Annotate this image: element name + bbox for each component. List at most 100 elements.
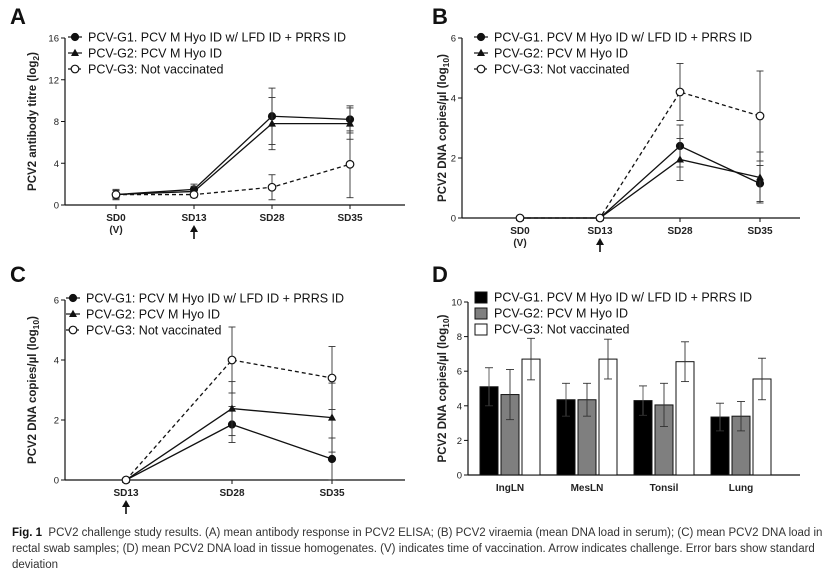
legend-label-A-2: PCV-G2: PCV M Hyo ID: [88, 47, 222, 61]
x-tick-label-C: SD13: [113, 488, 138, 499]
x-tick-label-B: SD35: [747, 226, 772, 237]
y-tick-label-A: 8: [54, 117, 59, 128]
y-tick-label-C: 6: [54, 296, 59, 307]
data-point-C-1: [327, 454, 337, 464]
data-point-C-3: [121, 475, 131, 485]
data-point-B-3: [755, 111, 765, 121]
data-point-B-3: [515, 213, 525, 223]
legend-label-B-3: PCV-G3: Not vaccinated: [494, 63, 630, 77]
x-tick-sublabel-B: (V): [513, 238, 526, 249]
x-tick-label-A: SD28: [259, 213, 284, 224]
data-point-C-2: [228, 404, 236, 412]
series-line-B-1: [520, 145, 761, 219]
legend-label-A-3: PCV-G3: Not vaccinated: [88, 63, 224, 77]
x-tick-label-A: SD0: [106, 213, 126, 224]
legend-label-C-2: PCV-G2: PCV M Hyo ID: [86, 308, 220, 322]
data-point-A-3: [189, 190, 199, 199]
series-line-C-3: [125, 359, 333, 481]
y-axis-label-C: PCV2 DNA copies/µl (log10): [27, 316, 41, 464]
data-point-B-2: [756, 173, 764, 181]
legend-marker-A-2: [71, 48, 79, 56]
data-point-B-2: [676, 155, 684, 163]
legend-swatch-D-2: [474, 307, 488, 320]
data-point-A-2: [346, 119, 354, 127]
series-line-C-2: [125, 407, 333, 481]
caption-text: PCV2 challenge study results. (A) mean a…: [12, 527, 823, 571]
legend-label-D-2: PCV-G2: PCV M Hyo ID: [494, 307, 628, 321]
x-tick-label-A: SD35: [337, 213, 362, 224]
legend-marker-C-1: [68, 293, 78, 303]
y-axis-label-D: PCV2 DNA copies/µl (log10): [437, 314, 451, 462]
figure-caption: Fig. 1 PCV2 challenge study results. (A)…: [12, 525, 827, 573]
y-tick-label-B: 4: [451, 94, 456, 105]
y-tick-label-B: 2: [451, 154, 456, 165]
y-tick-label-D: 10: [451, 298, 462, 309]
y-tick-label-A: 0: [54, 201, 59, 212]
series-line-C-1: [125, 423, 333, 481]
data-point-A-3: [267, 182, 277, 192]
y-axis-label-A: PCV2 antibody titre (log2): [27, 52, 41, 191]
data-point-C-3: [227, 355, 237, 365]
legend-label-D-3: PCV-G3: Not vaccinated: [494, 323, 630, 337]
data-point-B-3: [675, 87, 685, 97]
legend-swatch-D-1: [474, 291, 488, 304]
x-tick-label-D: IngLN: [496, 483, 524, 494]
panel-letter-D: D: [432, 262, 448, 287]
legend-label-A-1: PCV-G1. PCV M Hyo ID w/ LFD ID + PRRS ID: [88, 31, 346, 45]
legend-label-C-3: PCV-G3: Not vaccinated: [86, 324, 222, 338]
y-tick-label-C: 4: [54, 356, 59, 367]
legend-marker-B-2: [477, 48, 485, 56]
series-line-A-3: [116, 163, 351, 196]
y-tick-label-A: 16: [48, 34, 59, 45]
y-tick-label-A: 4: [54, 159, 59, 170]
x-tick-label-C: SD35: [319, 488, 344, 499]
legend-marker-A-1: [70, 32, 80, 42]
x-tick-label-A: SD13: [181, 213, 206, 224]
data-point-A-3: [345, 159, 355, 169]
data-point-A-3: [111, 190, 121, 199]
series-line-B-3: [520, 91, 761, 219]
challenge-arrow-A: [190, 225, 198, 232]
series-line-A-2: [115, 122, 350, 196]
challenge-arrow-C: [122, 500, 130, 507]
legend-swatch-D-3: [474, 323, 488, 336]
x-tick-label-B: SD13: [587, 226, 612, 237]
x-tick-label-D: Lung: [729, 483, 753, 494]
caption-label: Fig. 1: [12, 527, 43, 539]
y-tick-label-D: 6: [457, 367, 462, 378]
y-axis-label-B: PCV2 DNA copies/µl (log10): [437, 54, 451, 202]
legend-label-C-1: PCV-G1: PCV M Hyo ID w/ LFD ID + PRRS ID: [86, 292, 344, 306]
x-tick-label-B: SD28: [667, 226, 692, 237]
panel-C: C 0 2 4 6 PCV2 DNA copies/µl (log10) SD13 SD28 S…: [10, 262, 405, 514]
legend-marker-B-3: [476, 64, 486, 74]
panel-letter-A: A: [10, 4, 26, 29]
data-point-B-3: [595, 213, 605, 223]
data-point-A-2: [268, 119, 276, 127]
y-tick-label-C: 2: [54, 416, 59, 427]
y-tick-label-B: 0: [451, 214, 456, 225]
panel-letter-C: C: [10, 262, 26, 287]
legend-marker-A-3: [70, 64, 80, 74]
x-tick-label-D: Tonsil: [650, 483, 679, 494]
y-tick-label-B: 6: [451, 34, 456, 45]
x-tick-sublabel-A: (V): [109, 225, 122, 236]
legend-label-B-2: PCV-G2: PCV M Hyo ID: [494, 47, 628, 61]
y-tick-label-A: 12: [48, 75, 59, 86]
challenge-arrow-B: [596, 238, 604, 245]
legend-label-D-1: PCV-G1. PCV M Hyo ID w/ LFD ID + PRRS ID: [494, 291, 752, 305]
legend-marker-B-1: [476, 32, 486, 42]
legend-marker-C-2: [69, 309, 77, 317]
data-point-C-2: [328, 413, 336, 421]
panel-A: A 0 4 8 12 16 PCV2 antibody titre (log2) SD0(V)…: [10, 4, 405, 239]
y-tick-label-D: 2: [457, 436, 462, 447]
x-tick-label-B: SD0: [510, 226, 530, 237]
y-tick-label-C: 0: [54, 476, 59, 487]
series-line-B-2: [520, 158, 761, 219]
y-tick-label-D: 0: [457, 471, 462, 482]
y-tick-label-D: 8: [457, 332, 462, 343]
x-tick-label-C: SD28: [219, 488, 244, 499]
y-tick-label-D: 4: [457, 401, 462, 412]
